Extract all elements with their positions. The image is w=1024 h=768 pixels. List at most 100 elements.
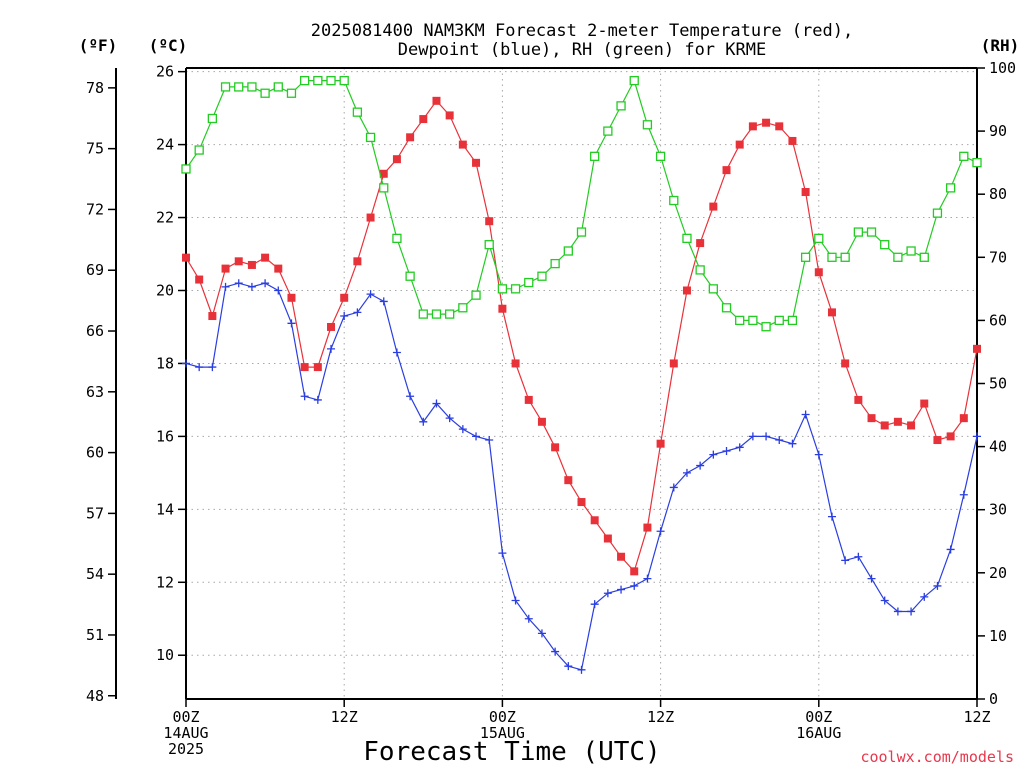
rh-point: [445, 309, 455, 319]
celsius-tick-label: 10: [156, 646, 174, 664]
dewpoint-point: [195, 363, 204, 372]
dewpoint-point: [880, 596, 889, 605]
rh-point: [418, 309, 428, 319]
dewpoint-point: [801, 410, 810, 419]
dewpoint-point: [366, 290, 375, 299]
temperature-point: [788, 136, 797, 145]
rh-point: [273, 82, 283, 92]
chart-title-line2: Dewpoint (blue), RH (green) for KRME: [398, 40, 766, 60]
temperature-point: [511, 359, 520, 368]
rh-point: [563, 246, 573, 256]
dewpoint-point: [973, 432, 981, 441]
celsius-tick-label: 20: [156, 281, 174, 299]
fahrenheit-tick-label: 75: [86, 140, 104, 158]
dewpoint-point: [854, 552, 863, 561]
grid-lines: [185, 68, 978, 699]
fahrenheit-tick-label: 72: [86, 200, 104, 218]
rh-point: [220, 82, 231, 92]
rh-tick-label: 10: [989, 627, 1007, 645]
dewpoint-point: [406, 392, 415, 401]
temperature-point: [630, 567, 639, 576]
temperature-point: [485, 217, 494, 226]
chart-title-line1: 2025081400 NAM3KM Forecast 2-meter Tempe…: [311, 21, 853, 41]
rh-point: [682, 233, 692, 244]
temperature-point: [762, 118, 771, 127]
rh-point: [800, 252, 811, 262]
temperature-point: [182, 253, 190, 262]
temperature-point: [748, 122, 757, 131]
rh-point: [576, 227, 587, 237]
time-tick-label: 14AUG: [163, 724, 208, 742]
time-tick-label: 12Z: [331, 708, 358, 726]
temperature-point: [551, 443, 560, 452]
rh-point: [721, 303, 732, 313]
temperature-point: [445, 111, 454, 120]
temperature-point: [208, 312, 217, 321]
temperature-point: [617, 552, 626, 561]
temperature-point: [432, 96, 441, 105]
rh-point: [431, 309, 442, 319]
rh-point: [313, 75, 323, 86]
rh-point: [695, 265, 705, 275]
rh-point: [550, 258, 560, 269]
dewpoint-point: [946, 545, 955, 554]
fahrenheit-tick-label: 54: [86, 565, 104, 583]
dewpoint-point: [247, 282, 256, 291]
rh-point: [392, 233, 402, 244]
rh-point: [590, 151, 600, 161]
dewpoint-point: [564, 662, 573, 671]
rh-tick-label: 20: [989, 564, 1007, 582]
celsius-tick-label: 24: [156, 136, 174, 154]
rh-point: [932, 208, 943, 218]
temperature-point: [709, 202, 718, 211]
rh-point: [260, 88, 270, 98]
celsius-tick-label: 26: [156, 63, 174, 81]
temperature-point: [682, 286, 691, 295]
dewpoint-point: [221, 282, 230, 291]
dewpoint-point: [827, 512, 836, 521]
rh-point: [299, 75, 310, 86]
rh-point: [748, 315, 758, 326]
fahrenheit-tick-label: 63: [86, 383, 104, 401]
temperature-point: [353, 257, 362, 266]
rh-tick-label: 40: [989, 438, 1007, 456]
temperature-point: [603, 534, 612, 543]
dewpoint-point: [959, 490, 968, 499]
dewpoint-point: [867, 574, 876, 583]
temperature-point: [946, 432, 955, 441]
fahrenheit-tick-label: 78: [86, 79, 104, 97]
rh-point: [735, 315, 745, 326]
temperature-point: [801, 188, 810, 197]
temperature-point: [920, 399, 929, 408]
fahrenheit-unit-label: (ºF): [79, 36, 118, 55]
temperature-point: [867, 414, 876, 423]
rh-point: [642, 120, 653, 130]
rh-point: [365, 132, 376, 143]
temperature-point: [814, 268, 823, 277]
temperature-point: [300, 363, 309, 372]
temperature-point: [973, 344, 981, 353]
rh-point: [972, 157, 982, 168]
dewpoint-point: [617, 585, 626, 594]
time-tick-label: 00Z: [489, 708, 516, 726]
temperature-point: [261, 253, 270, 262]
temperature-point: [722, 166, 731, 175]
dewpoint-point: [762, 432, 771, 441]
dewpoint-point: [234, 279, 243, 288]
time-tick-label: 12Z: [647, 708, 674, 726]
rh-point: [761, 322, 771, 332]
dewpoint-point: [340, 312, 349, 321]
chart-axes: [115, 67, 978, 700]
credit-text: coolwx.com/models: [860, 748, 1014, 766]
dewpoint-point: [182, 359, 190, 368]
dewpoint-point: [511, 596, 520, 605]
dewpoint-point: [458, 425, 467, 434]
dewpoint-point: [590, 600, 599, 609]
rh-point: [866, 227, 877, 237]
dewpoint-point: [313, 395, 322, 404]
time-tick-label: 15AUG: [480, 724, 525, 742]
dewpoint-point: [551, 647, 560, 656]
dewpoint-point: [643, 574, 652, 583]
dewpoint-point: [353, 308, 362, 317]
